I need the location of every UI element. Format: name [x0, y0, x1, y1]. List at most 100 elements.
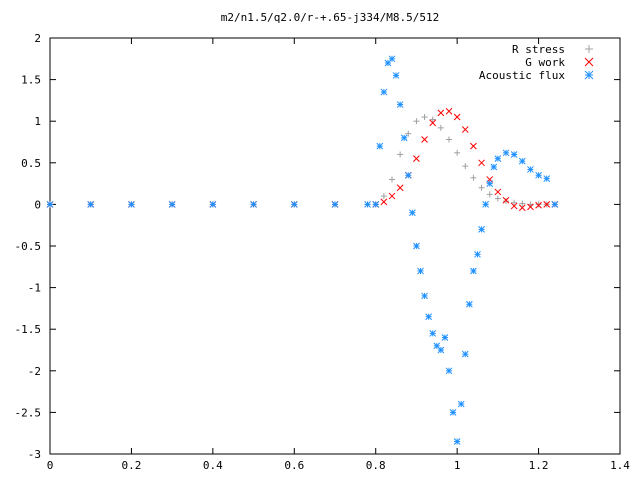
x-tick-label: 0.6 [284, 459, 304, 472]
data-point [470, 267, 477, 275]
data-point [46, 201, 54, 208]
data-point [466, 300, 473, 308]
data-point [494, 188, 502, 196]
series-g-work [46, 107, 559, 212]
legend-marker [584, 70, 594, 80]
legend-label: G work [525, 56, 565, 69]
data-point [87, 201, 95, 208]
data-point [331, 201, 339, 208]
data-point [397, 151, 404, 158]
data-point [490, 163, 498, 171]
data-point [470, 142, 477, 150]
data-point [535, 171, 542, 179]
series-layer [46, 55, 559, 445]
data-point [290, 201, 298, 208]
y-tick-label: 0 [34, 198, 41, 211]
data-point [441, 334, 449, 341]
x-tick-label: 1 [454, 459, 461, 472]
x-tick-label: 0.8 [366, 459, 386, 472]
data-point [511, 199, 518, 206]
data-point [543, 175, 551, 182]
data-point [482, 201, 489, 208]
data-point [413, 118, 420, 125]
data-point [518, 157, 526, 165]
data-point [409, 209, 416, 217]
series-acoustic-flux [46, 55, 559, 445]
data-point [421, 114, 428, 121]
data-point [421, 292, 428, 300]
data-point [429, 330, 437, 337]
data-point [478, 159, 485, 167]
y-tick-label: -1.5 [15, 323, 42, 336]
data-point [445, 367, 453, 375]
data-point [502, 149, 510, 157]
y-tick-label: -3 [28, 448, 41, 461]
data-point [405, 130, 412, 137]
data-point [510, 202, 518, 210]
data-point [396, 184, 404, 192]
data-point [388, 55, 396, 63]
data-point [519, 200, 526, 207]
legend-label: R stress [512, 43, 565, 56]
data-point [461, 350, 469, 358]
data-point [389, 176, 395, 183]
legend-marker [585, 45, 593, 53]
chart-title: m2/n1.5/q2.0/r-+.65-j334/M8.5/512 [221, 11, 440, 24]
legend-marker [584, 57, 594, 67]
data-point [494, 195, 501, 202]
data-point [474, 250, 481, 258]
data-point [404, 171, 412, 179]
data-point [446, 136, 452, 143]
data-point [449, 409, 457, 416]
data-point [470, 174, 477, 181]
data-point [380, 88, 388, 96]
data-point [457, 400, 465, 408]
data-point [417, 267, 424, 275]
data-point [209, 201, 217, 208]
x-tick-label: 1.4 [610, 459, 630, 472]
data-point [535, 201, 542, 208]
data-point [425, 313, 432, 321]
data-point [168, 201, 176, 208]
data-point [380, 193, 387, 200]
data-point [429, 119, 437, 127]
data-point [250, 201, 257, 208]
y-tick-label: 1 [34, 115, 41, 128]
data-point [388, 192, 396, 200]
x-tick-label: 0.4 [203, 459, 223, 472]
data-point [478, 184, 485, 191]
axes-layer: 0 0.2 0.4 0.6 0.8 1 1.2 1.4 2 1.5 1 0.5 0 -0.5 -1 -1.5 -… [15, 32, 631, 472]
data-point [535, 201, 542, 209]
data-point [413, 155, 420, 162]
y-tick-label: 1.5 [21, 74, 41, 87]
data-point [502, 196, 510, 204]
y-tick-label: -2.5 [15, 406, 42, 419]
data-point [413, 242, 420, 250]
series-r-stress [47, 114, 550, 208]
data-point [527, 203, 534, 211]
data-point [494, 155, 502, 162]
data-point [543, 201, 551, 208]
plot-frame [49, 37, 621, 455]
data-point [128, 201, 135, 208]
y-tick-label: 0.5 [21, 157, 41, 170]
data-point [453, 438, 461, 445]
data-point [510, 151, 518, 158]
data-point [364, 201, 371, 208]
data-point [392, 72, 400, 79]
data-point [429, 116, 436, 123]
data-point [437, 346, 445, 354]
data-point [372, 201, 380, 208]
data-point [437, 124, 444, 131]
data-point [421, 136, 428, 143]
data-point [380, 198, 388, 206]
data-point [445, 107, 453, 115]
y-tick-label: -2 [28, 365, 41, 378]
data-point [486, 191, 493, 198]
x-tick-label: 1.2 [529, 459, 549, 472]
y-tick-label: -0.5 [15, 240, 42, 253]
x-tick-label: 0.2 [121, 459, 141, 472]
data-point [453, 113, 461, 121]
